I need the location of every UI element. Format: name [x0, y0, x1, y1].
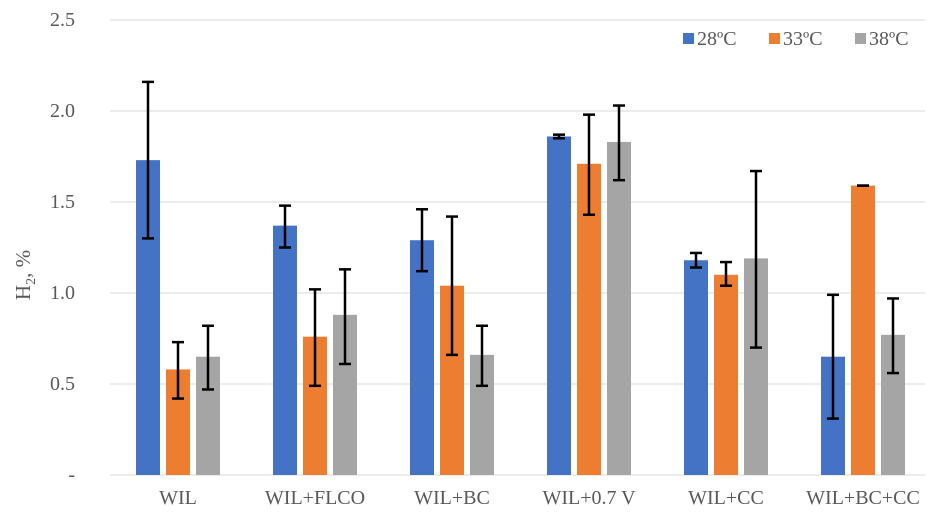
- y-tick-label: -: [68, 464, 75, 486]
- legend-swatch: [855, 33, 866, 44]
- bar-2-5: [714, 274, 738, 475]
- x-tick-label: WIL+CC: [688, 487, 764, 509]
- y-tick-label: 2.5: [50, 9, 75, 31]
- gridlines: [110, 19, 925, 476]
- x-tick-label: WIL+FLCO: [265, 487, 365, 509]
- error-bars: [142, 80, 899, 420]
- legend-label: 28ºC: [697, 28, 737, 50]
- y-tick-label: 0.5: [50, 373, 75, 395]
- bar-1-4: [547, 136, 571, 476]
- legend: 28ºC 33ºC 38ºC: [683, 28, 909, 50]
- x-axis: WIL WIL+FLCO WIL+BC WIL+0.7 V WIL+CC WIL+BC+C…: [159, 487, 920, 509]
- x-tick-label: WIL+0.7 V: [542, 487, 636, 509]
- legend-label: 33ºC: [783, 28, 823, 50]
- bar-1-2: [273, 225, 297, 475]
- bar-1-5: [684, 260, 708, 475]
- x-tick-label: WIL+BC+CC: [806, 487, 920, 509]
- legend-swatch: [683, 33, 694, 44]
- y-tick-label: 2.0: [50, 100, 75, 122]
- bars: [136, 136, 905, 476]
- y-tick-label: 1.5: [50, 191, 75, 213]
- bar-2-6: [851, 185, 875, 475]
- y-axis-label: H2, %: [11, 250, 39, 300]
- bar-3-4: [607, 141, 631, 475]
- y-tick-label: 1.0: [50, 282, 75, 304]
- legend-label: 38ºC: [869, 28, 909, 50]
- x-tick-label: WIL: [159, 487, 197, 509]
- legend-swatch: [769, 33, 780, 44]
- y-axis: - 0.5 1.0 1.5 2.0 2.5: [50, 9, 75, 486]
- x-tick-label: WIL+BC: [414, 487, 490, 509]
- bar-1-3: [410, 240, 434, 475]
